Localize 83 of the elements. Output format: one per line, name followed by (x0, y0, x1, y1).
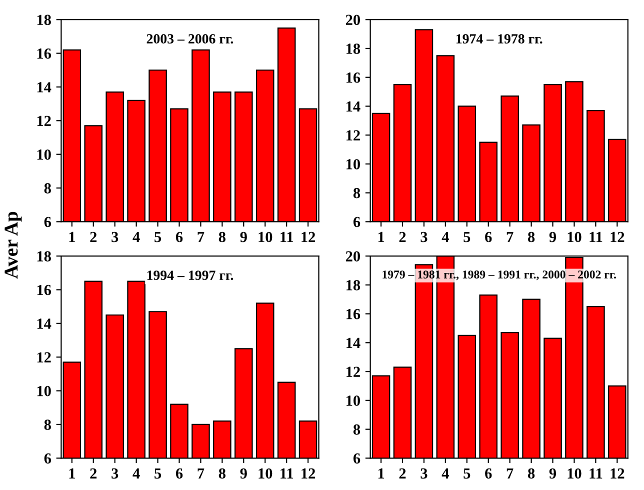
y-tick-label: 16 (37, 284, 52, 296)
x-tick-label: 3 (112, 468, 118, 479)
x-tick-label: 12 (302, 232, 316, 242)
y-tick-label: 10 (346, 396, 360, 406)
text: 1979 – 1981 гг., 1989 – 1991 гг., 2000 – 2002 гг. (382, 270, 616, 280)
x-tick-label: 11 (590, 232, 602, 242)
x-tick-label: 1 (69, 468, 75, 478)
x-tick-label: 3 (112, 232, 118, 242)
x-tick-label: 5 (154, 468, 162, 479)
x-tick-label: 4 (132, 468, 140, 478)
x-tick-label: 6 (485, 232, 492, 242)
x-tick-label: 6 (176, 468, 183, 479)
x-tick-label: 2 (399, 232, 406, 242)
y-tick-label: 10 (37, 149, 51, 160)
x-tick-label: 4 (132, 232, 140, 242)
y-tick-label: 10 (346, 159, 360, 170)
x-tick-label: 4 (442, 232, 449, 242)
x-tick-label: 2 (90, 232, 97, 242)
x-tick-label: 2 (399, 468, 406, 478)
y-tick-label: 6 (353, 216, 360, 228)
x-tick-label: 7 (198, 232, 204, 242)
x-tick-label: 5 (464, 232, 470, 242)
x-tick-label: 8 (218, 468, 226, 479)
y-tick-label: 14 (346, 101, 360, 112)
y-tick-label: 18 (346, 280, 360, 290)
y-tick-label: 16 (37, 48, 52, 59)
y-tick-label: 8 (44, 420, 51, 430)
x-tick-label: 12 (302, 468, 316, 478)
y-tick-label: 14 (346, 338, 360, 348)
x-tick-label: 10 (258, 232, 272, 242)
y-tick-label: 8 (44, 183, 51, 194)
x-tick-label: 7 (506, 468, 514, 478)
y-tick-label: 20 (346, 14, 360, 26)
y-tick-label: 18 (346, 44, 360, 54)
x-tick-label: 7 (198, 468, 204, 478)
x-tick-label: 9 (549, 468, 556, 479)
y-tick-label: 6 (44, 453, 52, 464)
x-tick-label: 6 (176, 232, 183, 242)
x-tick-label: 5 (154, 232, 162, 242)
x-tick-label: 11 (280, 232, 294, 242)
text: 1994 – 1997 гг. (147, 270, 234, 280)
x-tick-label: 5 (464, 468, 470, 479)
y-axis-title: Aver Ap (4, 212, 22, 279)
y-tick-label: 16 (346, 308, 360, 320)
x-tick-label: 10 (258, 468, 272, 479)
x-tick-label: 4 (442, 468, 449, 478)
y-tick-label: 12 (37, 116, 51, 126)
y-tick-label: 8 (353, 424, 360, 435)
x-tick-label: 10 (568, 468, 582, 479)
x-tick-label: 3 (420, 232, 428, 242)
x-tick-label: 1 (378, 232, 384, 242)
x-tick-label: 11 (280, 468, 294, 478)
x-tick-label: 8 (528, 232, 535, 242)
x-tick-label: 2 (90, 468, 97, 478)
y-tick-label: 16 (346, 72, 360, 83)
text: 1974 – 1978 гг. (456, 34, 542, 44)
x-tick-label: 9 (240, 468, 247, 479)
y-tick-label: 12 (346, 366, 360, 377)
y-tick-label: 20 (346, 251, 360, 262)
x-tick-label: 8 (528, 468, 535, 479)
text: 2003 – 2006 гг. (146, 34, 234, 44)
x-tick-label: 9 (240, 232, 247, 242)
y-tick-label: 12 (346, 130, 360, 140)
x-tick-label: 11 (590, 468, 602, 478)
y-tick-label: 18 (37, 14, 51, 26)
y-tick-label: 10 (37, 386, 51, 396)
x-tick-label: 12 (610, 468, 624, 478)
y-tick-label: 6 (353, 453, 360, 464)
x-tick-label: 7 (506, 232, 514, 242)
y-tick-label: 14 (37, 318, 52, 329)
x-tick-label: 6 (485, 468, 492, 479)
x-tick-label: 12 (610, 232, 624, 242)
x-tick-label: 3 (420, 468, 428, 479)
y-tick-label: 6 (44, 216, 52, 228)
y-tick-label: 8 (353, 188, 360, 198)
x-tick-label: 10 (568, 232, 582, 242)
x-tick-label: 9 (549, 232, 556, 242)
x-tick-label: 1 (378, 468, 384, 478)
x-tick-label: 8 (218, 232, 226, 242)
y-tick-label: 18 (37, 251, 51, 262)
y-tick-label: 14 (37, 82, 52, 92)
x-tick-label: 1 (69, 232, 75, 242)
y-tick-label: 12 (37, 352, 51, 362)
